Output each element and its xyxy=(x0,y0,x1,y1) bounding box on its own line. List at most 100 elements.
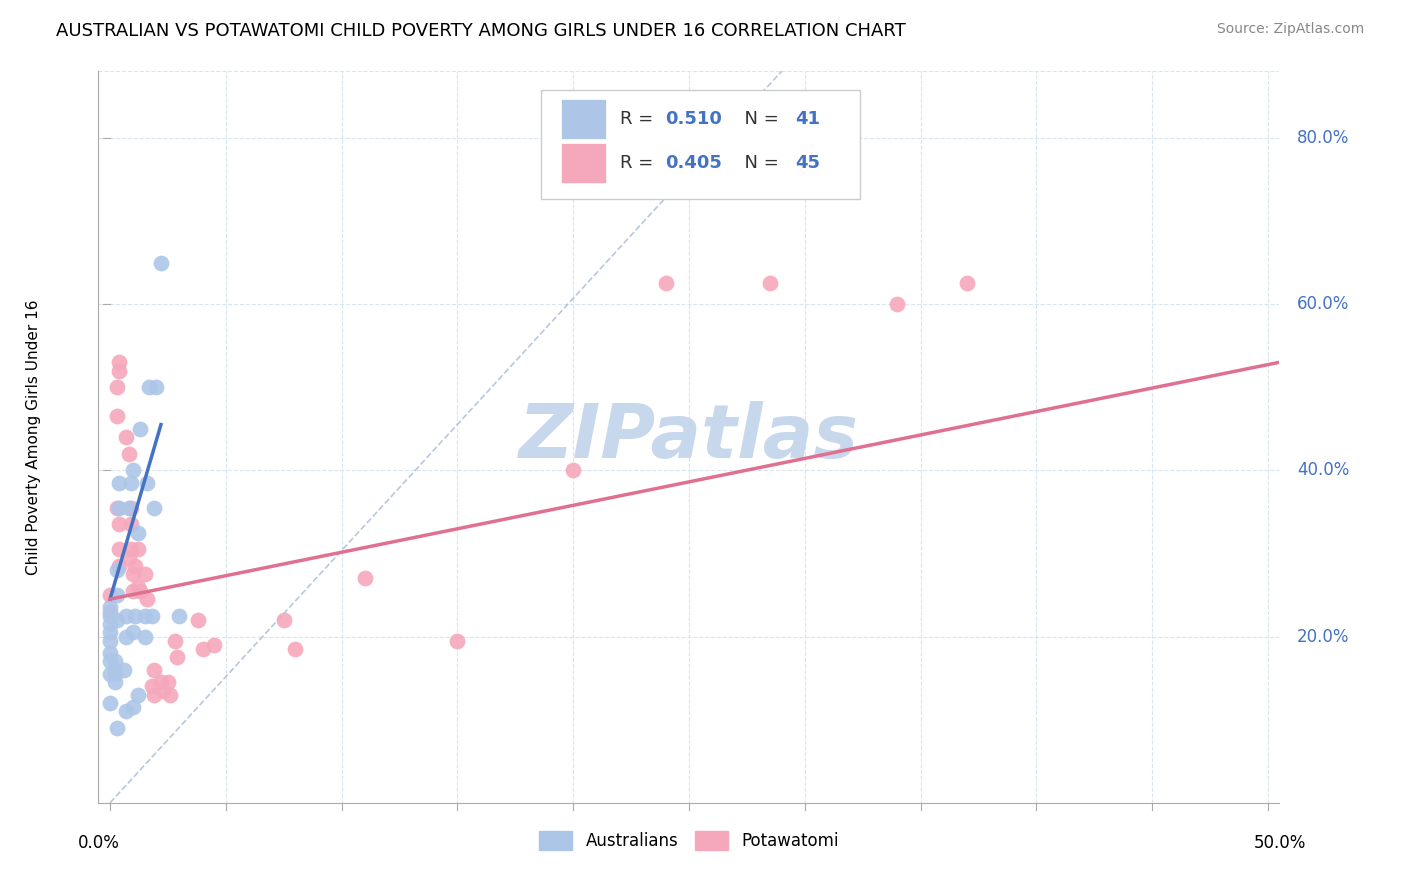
Point xyxy=(122,625,145,640)
Text: R =: R = xyxy=(620,153,659,172)
Point xyxy=(122,583,145,598)
Point xyxy=(129,422,152,436)
Point xyxy=(108,475,131,490)
Point xyxy=(202,638,225,652)
Point xyxy=(886,297,908,311)
Point xyxy=(98,696,121,710)
Point xyxy=(166,650,188,665)
Point xyxy=(145,380,167,394)
Text: 0.0%: 0.0% xyxy=(77,833,120,852)
Point xyxy=(108,363,131,377)
Point xyxy=(98,667,121,681)
Text: 50.0%: 50.0% xyxy=(1253,833,1306,852)
Point xyxy=(169,608,191,623)
Point xyxy=(122,567,145,582)
Text: AUSTRALIAN VS POTAWATOMI CHILD POVERTY AMONG GIRLS UNDER 16 CORRELATION CHART: AUSTRALIAN VS POTAWATOMI CHILD POVERTY A… xyxy=(56,22,905,40)
Point xyxy=(105,500,128,515)
Point xyxy=(120,500,142,515)
Point xyxy=(127,688,149,702)
Point xyxy=(115,705,138,719)
Point xyxy=(105,721,128,735)
Point xyxy=(273,613,295,627)
Text: Child Poverty Among Girls Under 16: Child Poverty Among Girls Under 16 xyxy=(25,300,41,574)
Point xyxy=(112,663,135,677)
Point xyxy=(105,409,128,424)
Point xyxy=(187,613,209,627)
Point xyxy=(163,633,186,648)
Point xyxy=(136,475,159,490)
FancyBboxPatch shape xyxy=(561,143,606,183)
Point xyxy=(98,646,121,660)
Point xyxy=(108,500,131,515)
Point xyxy=(446,633,468,648)
Point xyxy=(98,605,121,619)
Point xyxy=(115,630,138,644)
Point xyxy=(122,700,145,714)
Point xyxy=(127,580,149,594)
Point xyxy=(134,630,156,644)
Point xyxy=(98,655,121,669)
Point xyxy=(284,642,307,657)
Point xyxy=(191,642,214,657)
Point xyxy=(104,667,127,681)
Text: 20.0%: 20.0% xyxy=(1298,628,1350,646)
Point xyxy=(105,563,128,577)
Text: 41: 41 xyxy=(796,110,820,128)
Point xyxy=(136,592,159,607)
Point xyxy=(108,355,131,369)
Text: 60.0%: 60.0% xyxy=(1298,295,1350,313)
Point xyxy=(108,542,131,557)
Point xyxy=(152,683,174,698)
Point xyxy=(122,463,145,477)
Point xyxy=(117,447,139,461)
Point xyxy=(120,475,142,490)
Point xyxy=(141,608,163,623)
Text: 0.510: 0.510 xyxy=(665,110,723,128)
Point xyxy=(143,663,166,677)
Point xyxy=(124,608,146,623)
Point xyxy=(149,675,172,690)
Point xyxy=(98,617,121,632)
Point xyxy=(759,277,782,291)
Point xyxy=(117,550,139,565)
Point xyxy=(104,655,127,669)
Text: ZIPatlas: ZIPatlas xyxy=(519,401,859,474)
Point xyxy=(127,525,149,540)
Point xyxy=(104,663,127,677)
Point xyxy=(98,633,121,648)
Point xyxy=(98,600,121,615)
Point xyxy=(138,380,160,394)
Legend: Australians, Potawatomi: Australians, Potawatomi xyxy=(531,824,846,856)
Point xyxy=(143,688,166,702)
Text: N =: N = xyxy=(733,153,785,172)
Point xyxy=(117,500,139,515)
Point xyxy=(98,588,121,602)
Point xyxy=(108,517,131,532)
Point xyxy=(105,588,128,602)
Point xyxy=(159,688,181,702)
Point xyxy=(156,675,179,690)
Point xyxy=(149,255,172,269)
Point xyxy=(98,625,121,640)
Point xyxy=(115,430,138,444)
Point xyxy=(115,608,138,623)
Point xyxy=(104,675,127,690)
Point xyxy=(105,380,128,394)
Point xyxy=(127,542,149,557)
Point xyxy=(655,277,678,291)
Text: R =: R = xyxy=(620,110,659,128)
Text: Source: ZipAtlas.com: Source: ZipAtlas.com xyxy=(1216,22,1364,37)
Point xyxy=(134,567,156,582)
Point xyxy=(120,517,142,532)
Point xyxy=(134,608,156,623)
Point xyxy=(129,583,152,598)
Point xyxy=(108,558,131,573)
Point xyxy=(120,542,142,557)
Point xyxy=(562,463,585,477)
Text: 40.0%: 40.0% xyxy=(1298,461,1350,479)
Point xyxy=(956,277,979,291)
Point xyxy=(353,571,375,585)
Text: 0.405: 0.405 xyxy=(665,153,723,172)
Point xyxy=(141,680,163,694)
Text: N =: N = xyxy=(733,110,785,128)
